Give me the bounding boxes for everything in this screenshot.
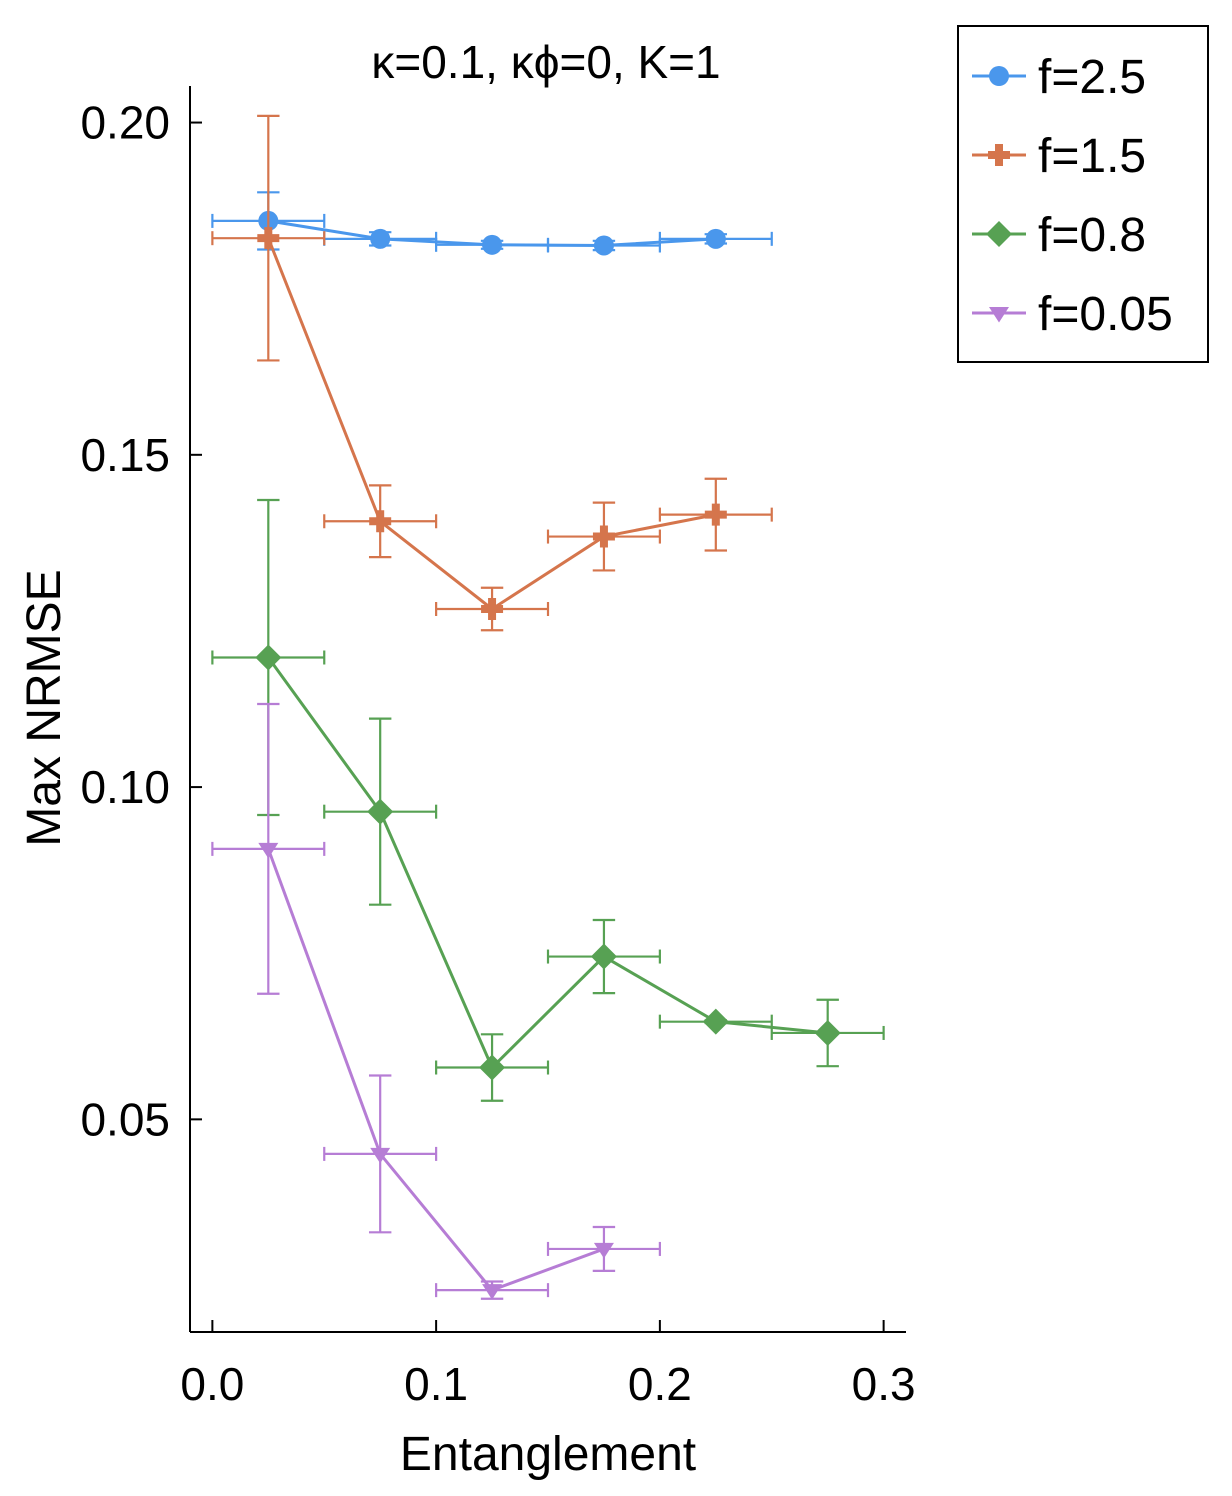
data-point bbox=[590, 943, 617, 970]
series-f=0.8 bbox=[211, 498, 885, 1102]
y-tick-label: 0.05 bbox=[80, 1093, 170, 1145]
series-f=0.05 bbox=[211, 702, 661, 1300]
data-point bbox=[704, 503, 727, 526]
data-point bbox=[482, 234, 503, 255]
x-tick-label: 0.3 bbox=[852, 1358, 916, 1410]
y-axis-label: Max NRMSE bbox=[18, 569, 71, 846]
x-tick-label: 0.2 bbox=[628, 1358, 692, 1410]
data-point bbox=[255, 644, 282, 671]
data-point bbox=[370, 1147, 391, 1164]
data-point bbox=[592, 525, 615, 548]
legend-entry: f=0.05 bbox=[972, 288, 1173, 341]
data-point bbox=[702, 1008, 729, 1035]
legend-entry: f=0.8 bbox=[972, 209, 1146, 262]
series-line bbox=[266, 237, 717, 611]
legend-entry: f=2.5 bbox=[972, 51, 1146, 104]
y-ticks: 0.05 0.10 0.15 0.20 bbox=[80, 97, 202, 1145]
y-tick-label: 0.15 bbox=[80, 429, 170, 481]
data-point bbox=[989, 307, 1009, 323]
series-f=2.5 bbox=[211, 191, 773, 256]
legend-label: f=0.8 bbox=[1038, 209, 1146, 262]
legend-label: f=1.5 bbox=[1038, 130, 1146, 183]
data-point bbox=[988, 144, 1010, 166]
data-point bbox=[481, 597, 504, 620]
axes bbox=[189, 86, 906, 1333]
x-tick-label: 0.0 bbox=[180, 1358, 244, 1410]
legend-entry: f=1.5 bbox=[972, 130, 1146, 183]
data-point bbox=[814, 1019, 841, 1046]
data-point bbox=[479, 1054, 506, 1081]
series-f=1.5 bbox=[211, 114, 773, 632]
y-tick-label: 0.20 bbox=[80, 97, 170, 149]
data-point bbox=[482, 1284, 503, 1300]
chart-title: κ=0.1, κϕ=0, K=1 bbox=[371, 36, 720, 88]
data-point bbox=[989, 66, 1009, 86]
data-point bbox=[593, 1242, 614, 1259]
x-tick-label: 0.1 bbox=[404, 1358, 468, 1410]
series-line bbox=[267, 656, 828, 1071]
series-line bbox=[266, 848, 605, 1292]
legend-label: f=0.05 bbox=[1038, 288, 1173, 341]
data-point bbox=[705, 228, 726, 249]
data-point bbox=[370, 228, 391, 249]
legend: f=2.5 f=1.5 f=0.8 f=0.05 bbox=[957, 25, 1209, 363]
x-axis-label: Entanglement bbox=[400, 1428, 696, 1481]
data-point bbox=[367, 798, 394, 825]
data-point bbox=[369, 510, 392, 533]
data-point bbox=[986, 221, 1012, 247]
y-tick-label: 0.10 bbox=[80, 761, 170, 813]
legend-label: f=2.5 bbox=[1038, 51, 1146, 104]
plot-area bbox=[211, 114, 885, 1300]
data-point bbox=[258, 842, 279, 859]
x-ticks: 0.0 0.1 0.2 0.3 bbox=[180, 1320, 916, 1410]
data-point bbox=[593, 235, 614, 256]
data-point bbox=[257, 227, 280, 250]
